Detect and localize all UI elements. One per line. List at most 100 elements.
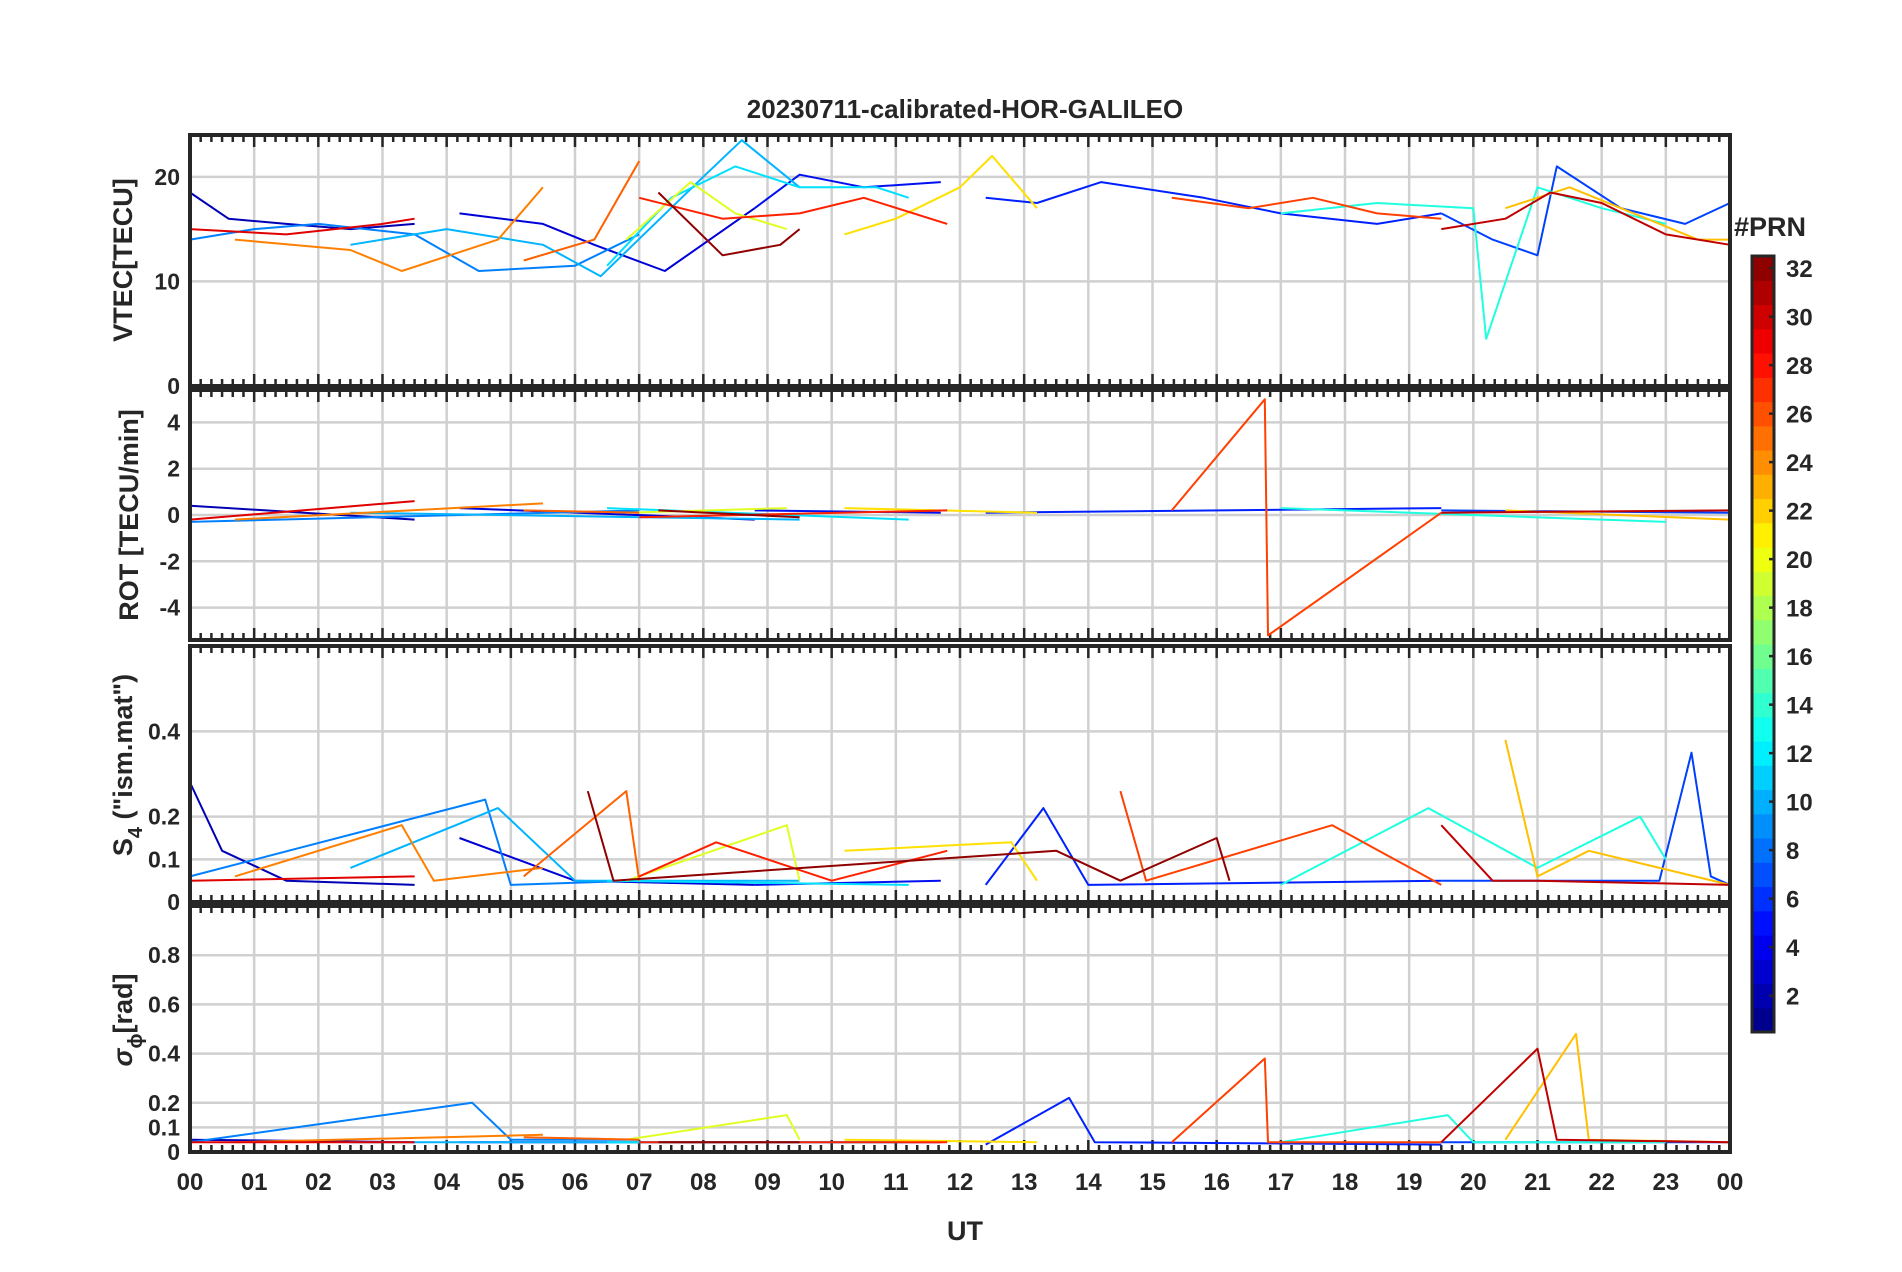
series-prn-13-rot [1280,507,1666,523]
x-tick-label: 10 [818,1169,845,1196]
series-prn-21-sigma [844,1138,1038,1144]
series-prn-29-rot [189,500,415,521]
x-tick-label: 05 [497,1169,524,1196]
series-prn-32-vtec [657,191,801,257]
series-prn-21-vtec [844,154,1038,236]
panel-s4: 0 0.1 0.2 0.4S4 ("ism.mat") [108,644,1732,915]
colorbar-tick-label: 14 [1786,693,1813,720]
x-tick-label: 13 [1011,1169,1038,1196]
series-prn-8-s4 [189,798,640,886]
x-tick-label: 01 [241,1169,268,1196]
colorbar-segment [1752,886,1774,912]
colorbar-segment [1752,765,1774,791]
series-prn-4-sigma [985,1096,1442,1146]
colorbar-segment [1752,377,1774,403]
colorbar-segment [1752,304,1774,330]
series-prn-25-rot [523,509,640,514]
series-prn-30-vtec [1441,191,1731,246]
x-tick-label: 19 [1396,1169,1423,1196]
series-prn-26-rot [1171,398,1442,637]
colorbar-frame [1750,254,1776,1034]
colorbar-label: #PRN [1734,212,1806,242]
series-prn-30-s4 [1440,824,1731,886]
panel-frame [188,644,1732,904]
y-tick-label: 20 [154,164,180,190]
y-tick-label: -2 [160,548,180,574]
series-prn-8-vtec [189,222,640,272]
y-axis-label: ROT [TECU/min] [114,409,144,620]
x-axis-label: UT [947,1216,983,1246]
colorbar-tick-label: 32 [1786,256,1813,283]
series-prn-22-s4 [1504,739,1731,886]
y-tick-label: 0.2 [148,1090,180,1116]
colorbar-tick-label: 20 [1786,547,1813,574]
colorbar-segment [1752,256,1774,281]
x-tick-label: 15 [1139,1169,1166,1196]
series-prn-32-s4 [586,790,1231,882]
series-prn-24-s4 [234,824,544,882]
series-prn-25-s4 [523,790,641,881]
colorbar-segment [1752,935,1774,960]
colorbar-tick-label: 2 [1786,984,1799,1011]
series-prn-21-s4 [844,841,1038,882]
y-tick-label: 0.8 [148,942,180,968]
chart-title: 20230711-calibrated-HOR-GALILEO [747,94,1183,124]
series-prn-29-s4 [189,875,415,882]
x-tick-label: 07 [626,1169,653,1196]
x-tick-label: 00 [1717,1169,1744,1196]
series-prn-24-rot [234,502,543,521]
series-prn-19-vtec [625,181,788,241]
y-tick-label: 0.4 [148,1041,180,1067]
colorbar-segment [1752,450,1774,475]
colorbar-tick-label: 6 [1786,887,1799,914]
x-tick-label: 17 [1267,1169,1294,1196]
colorbar-segment [1752,716,1774,742]
series-prn-10-vtec [350,139,801,278]
series-prn-19-sigma [626,1114,801,1141]
x-tick-label: 04 [433,1169,460,1196]
panel-rot: -4 -2 0 2 4 ROT [TECU/min] [114,388,1732,642]
colorbar-tick-label: 10 [1786,790,1813,817]
colorbar-segment [1752,789,1774,815]
y-tick-label: 0.2 [148,804,180,830]
x-tick-label: 18 [1332,1169,1359,1196]
series-prn-22-vtec [1505,186,1730,241]
series-prn-29-vtec [189,217,415,236]
series-prn-8-sigma [189,1101,640,1144]
panel-vtec: 0 10 20 VTEC[TECU] [108,133,1732,399]
series-prn-1-vtec [189,191,415,231]
colorbar-segment [1752,498,1774,524]
series-prn-22-sigma [1504,1032,1731,1144]
series-prn-13-s4 [1280,807,1667,886]
series-prn-25-sigma [523,1136,640,1141]
x-tick-label: 23 [1652,1169,1679,1196]
y-axis-label: VTEC[TECU] [108,178,138,342]
x-tick-label: 14 [1075,1169,1102,1196]
colorbar-segment [1752,619,1774,645]
series-prn-26-vtec [1171,196,1442,220]
colorbar-segment [1752,353,1774,378]
colorbar-segment [1752,741,1774,766]
colorbar-segment [1752,1007,1774,1033]
colorbar-tick-label: 16 [1786,644,1813,671]
colorbar-segment [1752,668,1774,694]
x-tick-label: 22 [1588,1169,1615,1196]
colorbar-segment [1752,425,1774,451]
y-tick-label: 0.6 [148,991,180,1017]
panel-sigma: 00.10.2 0.4 0.6 0.8σϕ[rad] [108,904,1732,1165]
y-tick-label: 0.4 [148,718,180,744]
series-prn-19-s4 [625,824,801,882]
series-prn-27-vtec [638,196,948,225]
series-prn-3-s4 [754,879,941,886]
colorbar-segment [1752,571,1774,597]
colorbar-segment [1752,547,1774,572]
y-axis-label: S4 ("ism.mat") [108,674,147,856]
x-tick-label: 11 [883,1169,908,1196]
y-tick-label: 2 [167,456,180,482]
panel-frame [188,388,1732,642]
series-prn-13-vtec [1280,186,1667,340]
x-tick-label: 03 [369,1169,396,1196]
